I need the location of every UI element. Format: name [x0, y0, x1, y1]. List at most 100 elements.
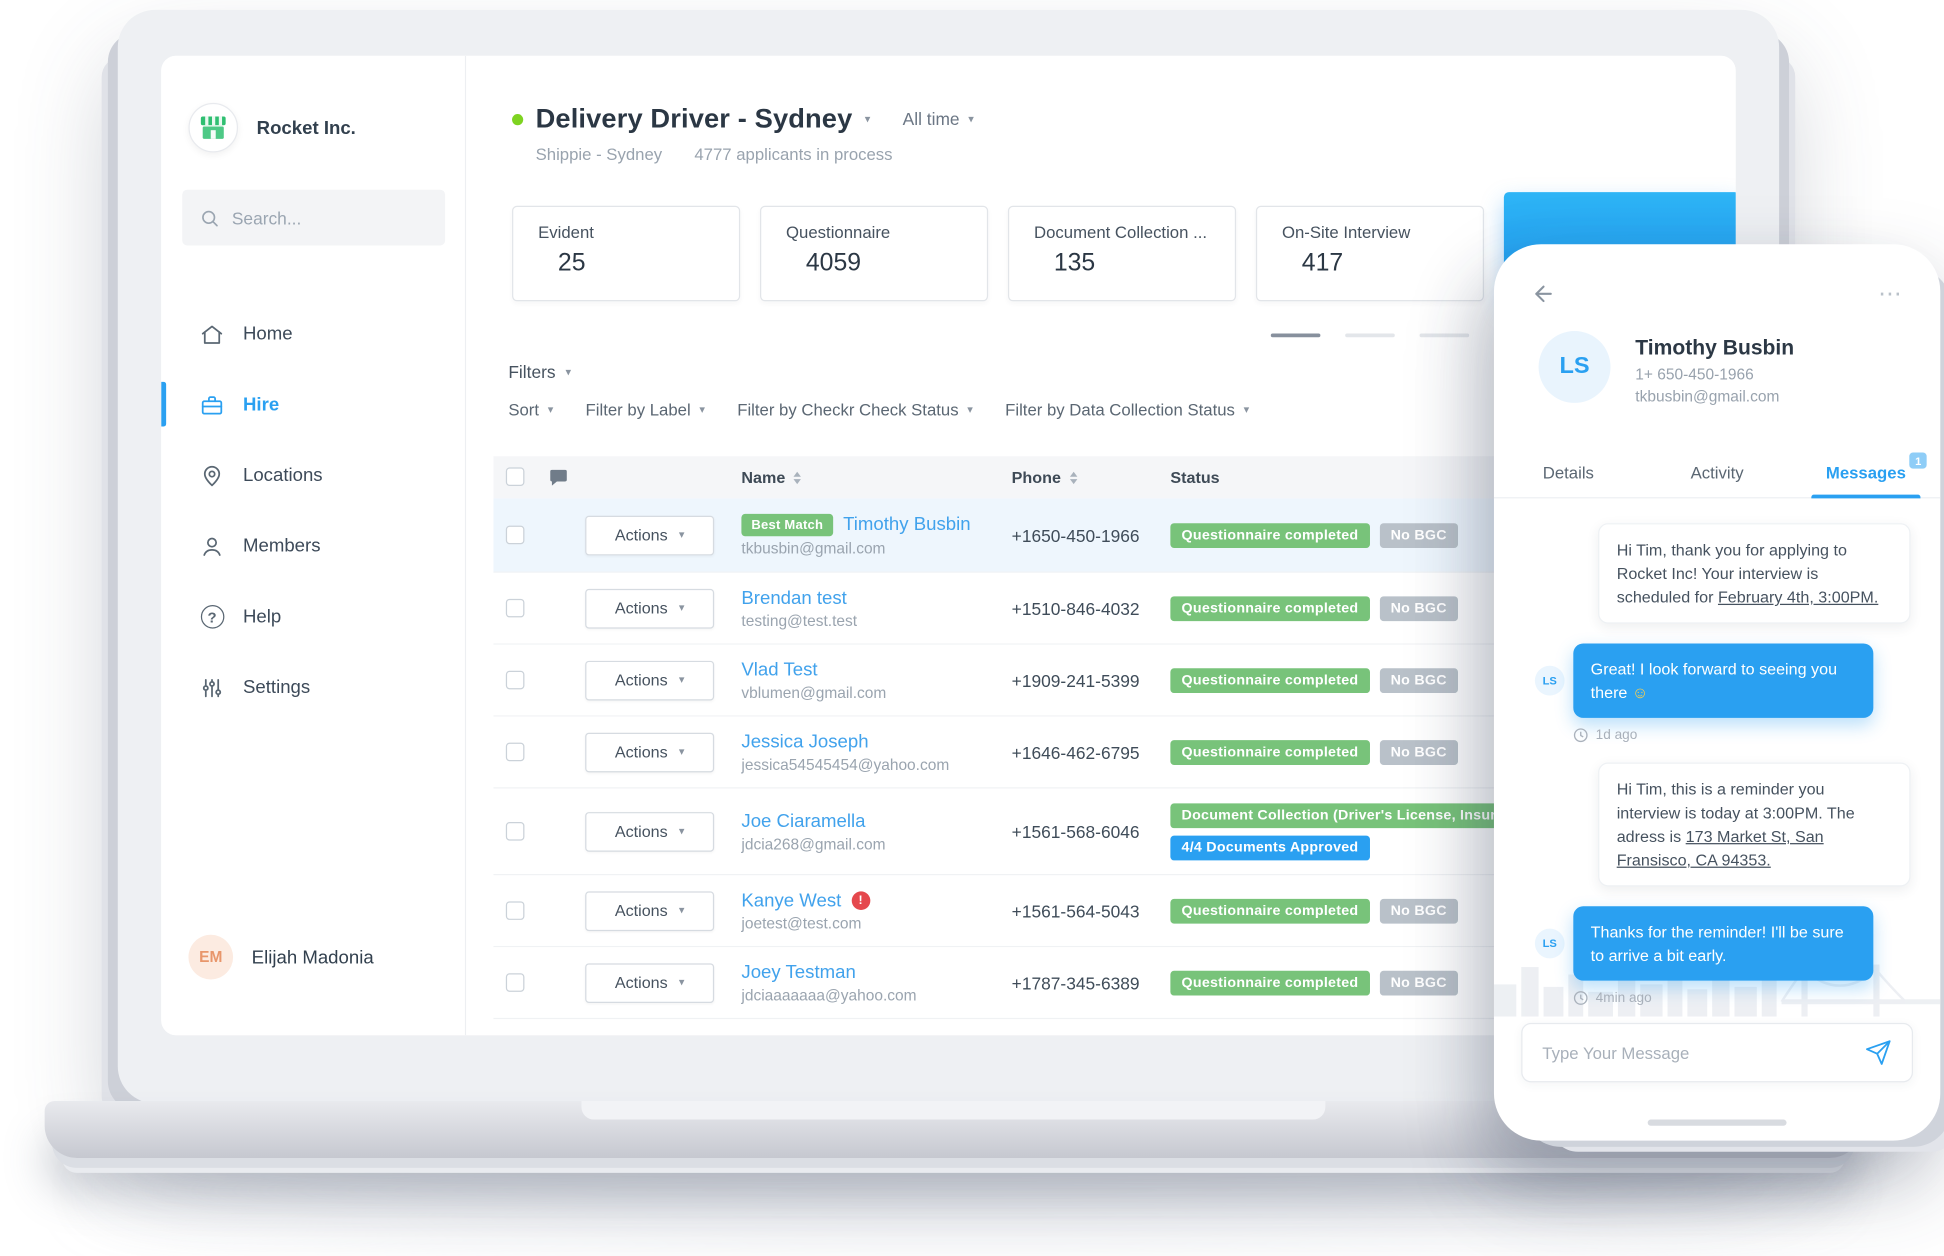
contact-email: tkbusbin@gmail.com — [1635, 388, 1780, 406]
send-button[interactable] — [1865, 1039, 1892, 1066]
select-all-checkbox[interactable] — [505, 467, 525, 487]
applicant-name-link[interactable]: Brendan test — [741, 587, 847, 609]
filter-by-data-collection-dropdown[interactable]: Filter by Data Collection Status ▾ — [1005, 400, 1250, 420]
sidebar-item-hire[interactable]: Hire — [161, 369, 465, 440]
applicant-name-link[interactable]: Kanye West — [741, 889, 842, 911]
message-link[interactable]: February 4th, 3:00PM. — [1717, 587, 1879, 607]
chat-bubble-icon — [550, 469, 567, 486]
carousel-dash[interactable] — [1345, 333, 1395, 338]
row-checkbox[interactable] — [505, 972, 525, 992]
status-badge: Questionnaire completed — [1170, 522, 1370, 548]
tab-activity[interactable]: Activity — [1690, 463, 1744, 483]
applicant-name-link[interactable]: Vlad Test — [741, 658, 818, 681]
sidebar-item-locations[interactable]: Locations — [161, 440, 465, 511]
status-badge: Document Collection (Driver's License, I… — [1170, 802, 1533, 828]
time-range-label: All time — [902, 109, 960, 129]
applicant-name-link[interactable]: Joey Testman — [741, 961, 856, 983]
chevron-down-icon: ▾ — [699, 402, 705, 416]
status-badge: Questionnaire completed — [1170, 595, 1370, 621]
user-avatar: EM — [188, 934, 234, 980]
bgc-badge: No BGC — [1379, 739, 1458, 765]
clock-icon — [1573, 728, 1588, 743]
chevron-down-icon: ▾ — [678, 601, 685, 614]
sidebar-item-help[interactable]: Help — [161, 581, 465, 652]
stage-value: 4059 — [805, 249, 862, 277]
bgc-badge: No BGC — [1379, 667, 1458, 693]
row-checkbox[interactable] — [505, 670, 525, 689]
row-checkbox[interactable] — [505, 821, 525, 840]
pipeline-stage-card[interactable]: Evident 25 — [512, 205, 741, 302]
time-range-dropdown[interactable]: All time ▾ — [903, 109, 974, 129]
send-icon — [1866, 1040, 1891, 1065]
stage-value: 25 — [557, 249, 586, 277]
pipeline-stage-card[interactable]: Document Collection ... 135 — [1007, 205, 1237, 302]
laptop-device: Rocket Inc. Home Hire — [117, 9, 1780, 1104]
row-actions-button[interactable]: Actions ▾ — [585, 962, 715, 1003]
search-icon — [202, 210, 218, 226]
map-pin-icon — [198, 463, 225, 488]
back-button[interactable] — [1531, 281, 1556, 306]
search-box[interactable] — [182, 189, 446, 246]
message-link[interactable]: 173 Market St, San Fransisco, CA 94353. — [1616, 826, 1824, 870]
nav-label: Hire — [243, 394, 280, 416]
app-screen: Rocket Inc. Home Hire — [161, 55, 1736, 1036]
job-active-dot — [512, 113, 524, 125]
contact-avatar: LS — [1538, 331, 1611, 403]
row-actions-button[interactable]: Actions ▾ — [585, 588, 715, 628]
column-header-name[interactable]: Name — [741, 468, 802, 487]
filters-label: Filters — [508, 362, 556, 382]
row-actions-button[interactable]: Actions ▾ — [585, 890, 715, 931]
search-input[interactable] — [231, 207, 406, 228]
pipeline-stage-card[interactable]: On-Site Interview 417 — [1255, 205, 1485, 302]
bgc-badge: No BGC — [1379, 970, 1458, 995]
stage-value: 135 — [1053, 249, 1096, 277]
carousel-dash[interactable] — [1270, 333, 1321, 338]
sidebar: Rocket Inc. Home Hire — [161, 55, 467, 1036]
row-actions-button[interactable]: Actions ▾ — [585, 811, 715, 852]
applicant-email: joetest@test.com — [741, 914, 862, 932]
status-badge: Questionnaire completed — [1170, 970, 1370, 995]
chevron-down-icon: ▾ — [967, 402, 973, 416]
status-badge: Questionnaire completed — [1170, 898, 1370, 924]
applicant-name-link[interactable]: Timothy Busbin — [843, 513, 971, 535]
row-checkbox[interactable] — [505, 742, 525, 761]
tab-messages[interactable]: Messages 1 — [1792, 449, 1941, 499]
row-actions-button[interactable]: Actions ▾ — [585, 732, 715, 772]
org-location: Shippie - Sydney — [535, 145, 663, 164]
applicant-email: vblumen@gmail.com — [741, 683, 887, 702]
sender-avatar: LS — [1534, 665, 1565, 696]
filters-toggle[interactable]: Filters ▾ — [508, 362, 571, 382]
column-header-phone[interactable]: Phone — [1012, 468, 1078, 487]
carousel-dash[interactable] — [1419, 333, 1470, 338]
company-logo — [188, 102, 239, 153]
applicant-phone: +1787-345-6389 — [1011, 972, 1140, 993]
sidebar-item-settings[interactable]: Settings — [161, 652, 465, 723]
row-checkbox[interactable] — [505, 900, 525, 920]
applicant-name-link[interactable]: Jessica Joseph — [741, 730, 869, 752]
row-checkbox[interactable] — [505, 525, 525, 544]
back-arrow-icon — [1535, 285, 1552, 303]
row-actions-button[interactable]: Actions ▾ — [585, 660, 715, 700]
message-input-bar — [1521, 1022, 1914, 1083]
sidebar-item-members[interactable]: Members — [161, 511, 465, 582]
chevron-down-icon: ▾ — [678, 903, 685, 917]
applicant-phone: +1646-462-6795 — [1011, 742, 1140, 762]
filter-by-checkr-dropdown[interactable]: Filter by Checkr Check Status ▾ — [737, 400, 973, 420]
tab-details[interactable]: Details — [1542, 463, 1594, 483]
more-options-icon[interactable]: ⋯ — [1878, 280, 1904, 307]
storefront-icon — [200, 116, 226, 139]
row-checkbox[interactable] — [505, 598, 525, 617]
sidebar-item-home[interactable]: Home — [161, 299, 465, 370]
contact-header: LS Timothy Busbin 1+ 650-450-1966 tkbusb… — [1538, 331, 1794, 406]
sidebar-user[interactable]: EM Elijah Madonia — [188, 934, 374, 980]
page-header: Delivery Driver - Sydney ▾ All time ▾ Sh… — [512, 103, 974, 164]
chevron-down-icon[interactable]: ▾ — [864, 112, 871, 125]
applicant-name-link[interactable]: Joe Ciaramella — [741, 810, 866, 832]
filter-by-label-dropdown[interactable]: Filter by Label ▾ — [585, 400, 705, 420]
row-actions-button[interactable]: Actions ▾ — [585, 515, 715, 555]
chevron-down-icon: ▾ — [678, 975, 685, 989]
message-bubble-outgoing: Great! I look forward to seeing you ther… — [1573, 643, 1874, 718]
message-input[interactable] — [1542, 1043, 1853, 1062]
sort-dropdown[interactable]: Sort ▾ — [508, 400, 554, 420]
pipeline-stage-card[interactable]: Questionnaire 4059 — [759, 205, 989, 302]
